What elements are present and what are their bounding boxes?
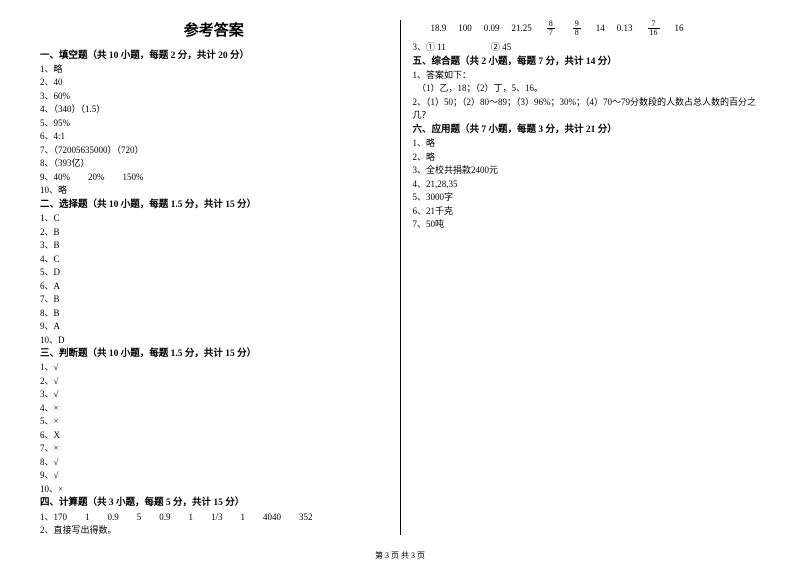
s3-item: 9、√: [40, 469, 388, 483]
s5-item: 2、（1）50；（2）80～89；（3）96%；30%；（4）70～79分数段的…: [413, 96, 761, 123]
page-footer: 第 3 页 共 3 页: [0, 550, 800, 561]
val: 21.25: [512, 22, 532, 36]
s6-item: 3、全校共捐款2400元: [413, 164, 761, 178]
fraction: 716: [648, 20, 660, 37]
s1-item: 5、95%: [40, 117, 388, 131]
page-title: 参考答案: [40, 20, 388, 43]
fraction: 87: [547, 20, 555, 37]
s2-item: 9、A: [40, 320, 388, 334]
s2-item: 6、A: [40, 280, 388, 294]
s1-item: 8、（393亿）: [40, 157, 388, 171]
frac-den: 16: [648, 29, 660, 37]
s6-item: 4、21,28,35: [413, 178, 761, 192]
section-5-head: 五、综合题（共 2 小题，每题 7 分，共计 14 分）: [413, 55, 761, 69]
section-4-head: 四、计算题（共 3 小题，每题 5 分，共计 15 分）: [40, 496, 388, 510]
s3-item: 2、√: [40, 375, 388, 389]
s4-item: 2、直接写出得数。: [40, 524, 388, 538]
frac-den: 7: [547, 29, 555, 37]
s2-item: 2、B: [40, 226, 388, 240]
val: 100: [458, 22, 472, 36]
fraction: 98: [573, 20, 581, 37]
s2-item: 4、C: [40, 253, 388, 267]
frac-den: 8: [573, 29, 581, 37]
s3-item: 10、×: [40, 483, 388, 497]
val: 14: [596, 22, 605, 36]
s3-item: 4、×: [40, 402, 388, 416]
s1-item: 6、4:1: [40, 130, 388, 144]
s3-item: 6、X: [40, 429, 388, 443]
s2-item: 3、B: [40, 239, 388, 253]
right-column: 18.9 100 0.09 21.25 87 98 14 0.13 716 16…: [401, 20, 761, 535]
s3-item: 7、×: [40, 442, 388, 456]
s4-item: 1、170 1 0.9 5 0.9 1 1/3 1 4040 352: [40, 511, 388, 525]
val: 18.9: [431, 22, 447, 36]
s1-item: 10、略: [40, 184, 388, 198]
s2-item: 8、B: [40, 307, 388, 321]
s6-item: 6、21千克: [413, 205, 761, 219]
left-column: 参考答案 一、填空题（共 10 小题，每题 2 分，共计 20 分） 1、略 2…: [40, 20, 401, 535]
s3-item: 8、√: [40, 456, 388, 470]
val: 0.09: [484, 22, 500, 36]
section-3-head: 三、判断题（共 10 小题，每题 1.5 分，共计 15 分）: [40, 347, 388, 361]
section-1-head: 一、填空题（共 10 小题，每题 2 分，共计 20 分）: [40, 49, 388, 63]
s1-item: 3、60%: [40, 90, 388, 104]
s3-item: 1、√: [40, 361, 388, 375]
values-row: 18.9 100 0.09 21.25 87 98 14 0.13 716 16: [413, 20, 761, 37]
s5-item: （1）乙，18；（2）丁，5、16。: [413, 82, 761, 96]
s1-item: 4、（340）（1.5）: [40, 103, 388, 117]
s2-item: 1、C: [40, 212, 388, 226]
s3-item: 3、√: [40, 388, 388, 402]
s2-item: 5、D: [40, 266, 388, 280]
s6-item: 1、略: [413, 137, 761, 151]
s6-item: 5、3000字: [413, 191, 761, 205]
section-6-head: 六、应用题（共 7 小题，每题 3 分，共计 21 分）: [413, 123, 761, 137]
s6-item: 2、略: [413, 151, 761, 165]
val: 16: [675, 22, 684, 36]
line-3: 3、① 11 ② 45: [413, 41, 761, 55]
s2-item: 7、B: [40, 293, 388, 307]
s1-item: 7、（72005635000）（720）: [40, 144, 388, 158]
val: 0.13: [617, 22, 633, 36]
s1-item: 2、40: [40, 76, 388, 90]
s1-item: 9、40% 20% 150%: [40, 171, 388, 185]
s3-item: 5、×: [40, 415, 388, 429]
s1-item: 1、略: [40, 63, 388, 77]
section-2-head: 二、选择题（共 10 小题，每题 1.5 分，共计 15 分）: [40, 198, 388, 212]
s6-item: 7、50吨: [413, 218, 761, 232]
s2-item: 10、D: [40, 334, 388, 348]
page: 参考答案 一、填空题（共 10 小题，每题 2 分，共计 20 分） 1、略 2…: [0, 0, 800, 540]
s5-item: 1、答案如下：: [413, 69, 761, 83]
